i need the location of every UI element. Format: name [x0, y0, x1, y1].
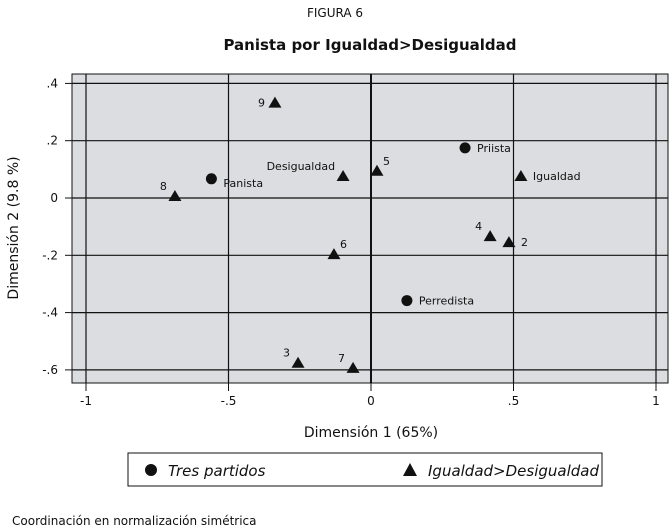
legend-entry-igualdad: Igualdad>Desigualdad — [428, 462, 599, 480]
point-label: Panista — [223, 177, 263, 190]
point-priista — [459, 142, 471, 154]
point-label: 3 — [283, 347, 290, 360]
point-9 — [268, 96, 282, 108]
point-label: 6 — [340, 238, 347, 251]
x-tick-label: .5 — [508, 394, 519, 408]
point-7 — [346, 361, 360, 373]
point-4 — [483, 230, 497, 242]
y-tick-label: -.2 — [42, 248, 58, 262]
figure-label: FIGURA 6 — [307, 6, 363, 20]
legend: Tres partidos Igualdad>Desigualdad — [127, 452, 603, 487]
x-tick-label: 1 — [652, 394, 660, 408]
point-8 — [168, 189, 182, 201]
point-label: Priista — [477, 142, 511, 155]
point-3 — [291, 356, 305, 368]
point-label: Desigualdad — [267, 160, 335, 173]
point-label: Perredista — [419, 295, 474, 308]
y-tick-label: -.4 — [42, 306, 58, 320]
point-label: 2 — [521, 236, 528, 249]
point-label: 5 — [383, 155, 390, 168]
point-label: 9 — [258, 97, 265, 110]
x-tick-label: -.5 — [221, 394, 237, 408]
point-label: Igualdad — [533, 170, 581, 183]
chart-note: Coordinación en normalización simétrica — [12, 514, 257, 528]
point-label: 8 — [160, 180, 167, 193]
x-axis-label: Dimensión 1 (65%) — [304, 425, 438, 441]
point-label: 7 — [338, 352, 345, 365]
x-tick-label: 0 — [367, 394, 375, 408]
point-igualdad — [514, 169, 528, 181]
point-label: 4 — [475, 220, 482, 233]
point-6 — [327, 248, 341, 260]
point-desigualdad — [336, 169, 350, 181]
y-axis-label: Dimensión 2 (9.8 %) — [6, 156, 22, 299]
y-tick-label: 0 — [50, 191, 58, 205]
point-panista — [205, 173, 217, 185]
y-tick-label: .4 — [47, 76, 58, 90]
y-tick-label: -.6 — [42, 363, 58, 377]
legend-entry-tres-partidos: Tres partidos — [168, 462, 266, 480]
y-tick-label: .2 — [47, 134, 58, 148]
chart-title: Panista por Igualdad>Desigualdad — [223, 36, 516, 54]
point-2 — [502, 236, 516, 248]
point-perredista — [401, 295, 413, 307]
legend-triangle-marker — [403, 463, 417, 476]
x-tick-label: -1 — [80, 394, 92, 408]
legend-box — [127, 452, 603, 487]
legend-circle-marker — [145, 464, 157, 476]
point-5 — [370, 164, 384, 176]
